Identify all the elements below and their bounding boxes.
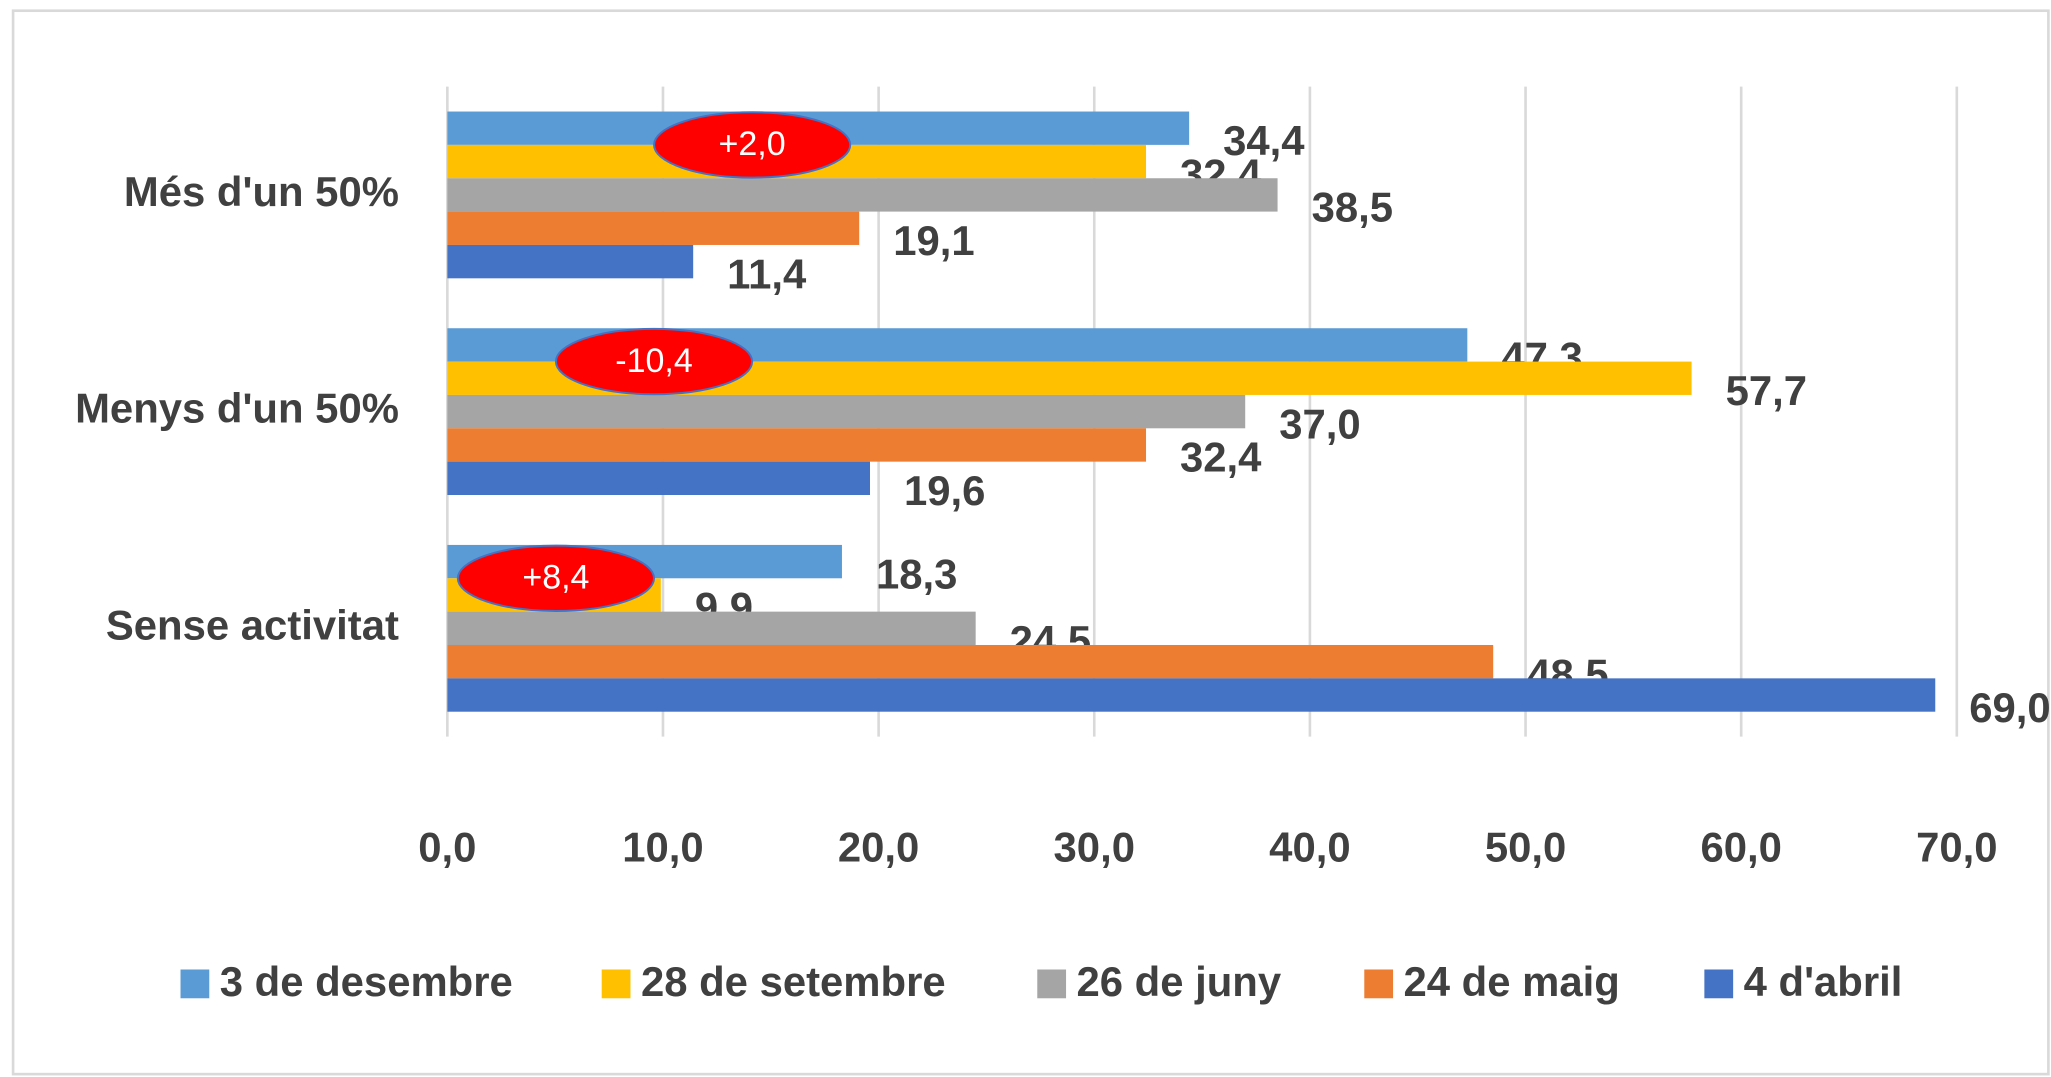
bar [447,644,1494,679]
x-tick-label: 60,0 [1700,824,1781,871]
y-tick-label: Menys d'un 50% [75,385,399,432]
data-label: 11,4 [727,250,807,297]
bar [447,461,871,496]
data-label: 18,3 [876,550,957,597]
data-label: 37,0 [1279,400,1360,447]
bar [447,178,1278,212]
data-label: 32,4 [1180,434,1262,481]
legend-label: 26 de juny [1077,958,1282,1005]
data-label: 19,6 [904,467,985,514]
chart-border [11,9,2050,1076]
x-tick-label: 40,0 [1269,824,1350,871]
legend-swatch [601,969,631,999]
legend-swatch [1037,969,1067,999]
bar [447,394,1246,429]
annotation-bubble [456,544,655,612]
bar [447,244,694,279]
y-tick-label: Sense activitat [106,601,399,648]
legend-swatch [180,969,210,999]
data-label: 38,5 [1312,184,1393,231]
annotation-bubble [653,111,852,179]
bar [447,211,860,245]
data-label: 34,4 [1223,117,1305,164]
x-tick-label: 0,0 [418,824,476,871]
annotation-bubble [554,327,754,396]
legend-label: 4 d'abril [1744,958,1903,1005]
annotation: +8,4 [522,559,589,597]
x-tick-label: 10,0 [622,824,703,871]
legend-label: 3 de desembre [220,958,513,1005]
annotation: +2,0 [719,125,786,163]
data-label: 57,7 [1726,367,1807,414]
x-tick-label: 70,0 [1916,824,1997,871]
legend-label: 24 de maig [1404,958,1620,1005]
legend-label: 28 de setembre [641,958,946,1005]
legend-swatch [1364,969,1394,999]
bar [447,428,1147,462]
x-tick-label: 20,0 [838,824,919,871]
x-tick-label: 50,0 [1485,824,1566,871]
y-tick-label: Més d'un 50% [124,168,399,215]
data-label: 19,1 [893,217,974,264]
legend-swatch [1704,969,1734,999]
bar [447,678,1936,712]
bar [447,611,976,645]
x-tick-label: 30,0 [1054,824,1135,871]
data-label: 69,0 [1969,684,2050,731]
annotation: -10,4 [615,342,693,380]
